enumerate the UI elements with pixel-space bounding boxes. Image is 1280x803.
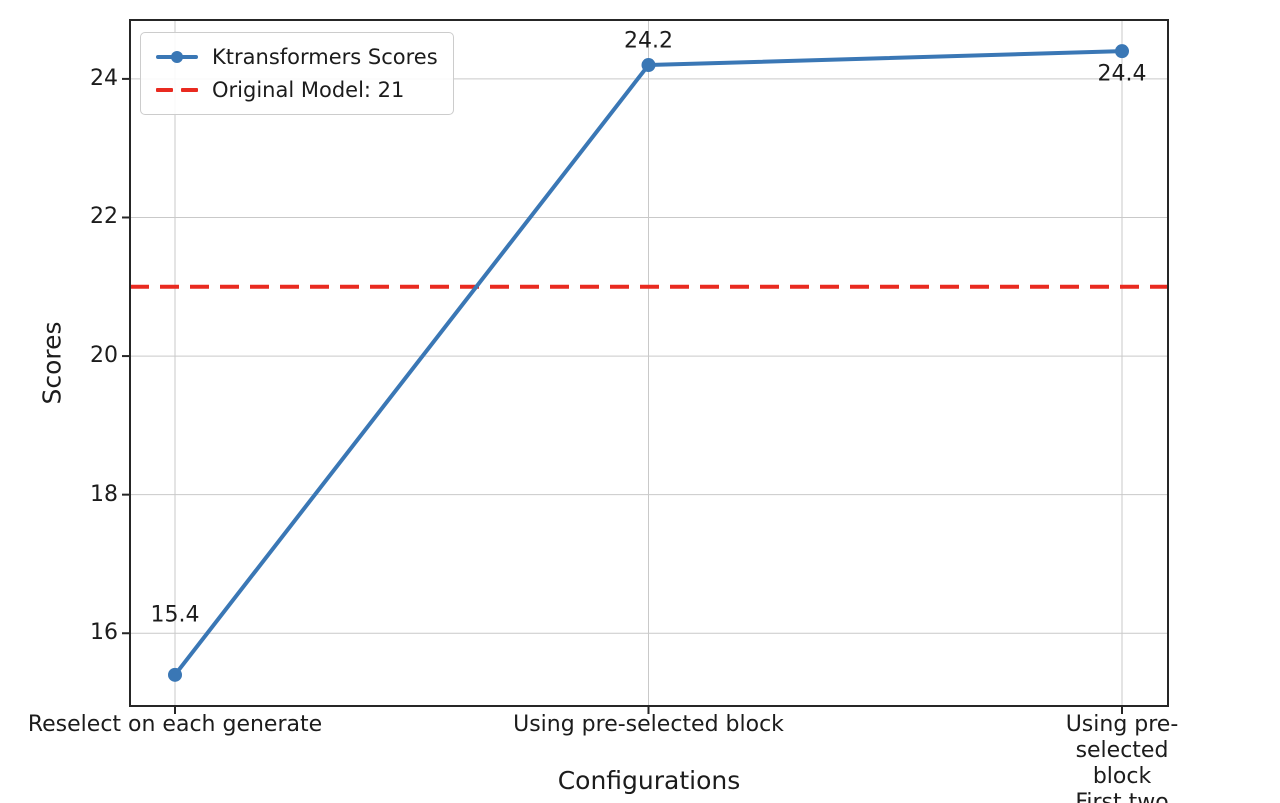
x-tick-label: Reselect on each generate <box>27 712 323 737</box>
legend-item-series: Ktransformers Scores <box>156 45 438 69</box>
dash-segment <box>156 88 173 92</box>
x-tick-label: Using pre-selected block <box>513 712 784 737</box>
y-tick-label: 18 <box>90 481 118 507</box>
legend-dashed-line-swatch <box>156 88 198 92</box>
y-tick-label: 22 <box>90 204 118 230</box>
data-point-label: 24.2 <box>624 28 673 54</box>
x-axis-title: Configurations <box>557 766 741 795</box>
y-tick-label: 20 <box>90 343 118 369</box>
y-tick-label: 16 <box>90 620 118 646</box>
legend-reference-label: Original Model: 21 <box>212 78 405 102</box>
series-marker <box>168 667 182 682</box>
series-marker <box>1115 44 1129 59</box>
data-point-label: 15.4 <box>150 602 200 628</box>
legend-marker-dot <box>171 51 183 63</box>
series-marker <box>641 58 656 73</box>
legend-series-label: Ktransformers Scores <box>212 45 438 69</box>
legend-item-reference: Original Model: 21 <box>156 78 438 102</box>
legend-line-marker-swatch <box>156 51 198 63</box>
y-tick-label: 24 <box>90 65 118 91</box>
legend: Ktransformers Scores Original Model: 21 <box>140 32 454 115</box>
dash-segment <box>181 88 198 92</box>
data-point-label: 24.4 <box>1097 61 1147 87</box>
x-tick-label: Using pre-selected block First two layer… <box>1065 712 1179 803</box>
